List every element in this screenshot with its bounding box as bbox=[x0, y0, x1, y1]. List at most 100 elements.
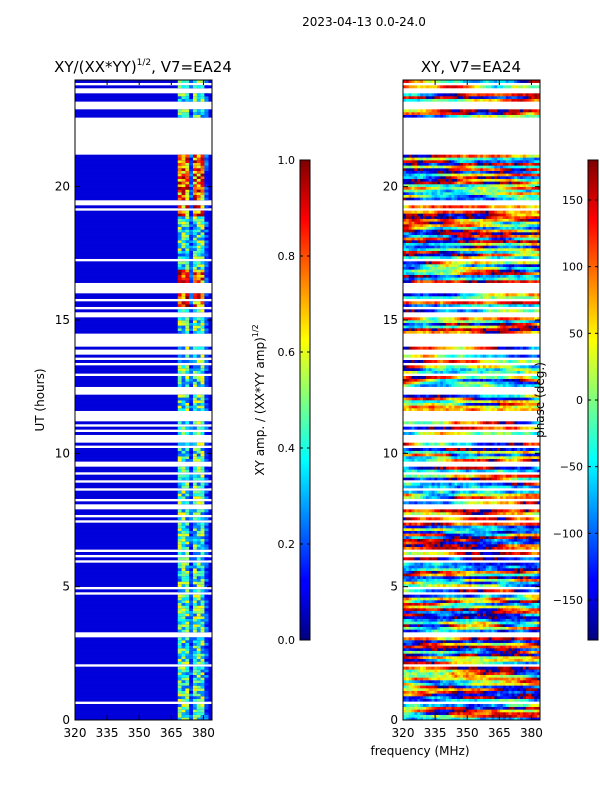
heatmap-cell bbox=[488, 517, 492, 521]
heatmap-cell bbox=[75, 322, 212, 326]
heatmap-cell bbox=[408, 613, 412, 617]
heatmap-cell bbox=[192, 712, 198, 715]
heatmap-cell bbox=[454, 602, 458, 606]
heatmap-cell bbox=[177, 677, 182, 681]
heatmap-cell bbox=[522, 709, 527, 713]
heatmap-cell bbox=[534, 493, 538, 497]
heatmap-cell bbox=[408, 666, 412, 670]
heatmap-cell bbox=[431, 573, 435, 577]
heatmap-cell bbox=[177, 674, 182, 678]
heatmap-cell bbox=[494, 600, 498, 603]
heatmap-cell bbox=[196, 576, 201, 579]
heatmap-cell bbox=[488, 496, 492, 499]
heatmap-cell bbox=[522, 544, 527, 547]
heatmap-cell bbox=[403, 581, 407, 585]
heatmap-cell bbox=[204, 109, 209, 113]
heatmap-cell bbox=[185, 266, 190, 270]
heatmap-cell bbox=[420, 525, 424, 529]
heatmap-cell bbox=[531, 658, 535, 662]
heatmap-cell bbox=[408, 584, 412, 587]
heatmap-cell bbox=[468, 570, 472, 574]
heatmap-cell bbox=[75, 325, 212, 329]
heatmap-cell bbox=[465, 608, 469, 611]
heatmap-cell bbox=[414, 674, 418, 678]
heatmap-cell bbox=[204, 709, 209, 713]
heatmap-cell bbox=[454, 576, 458, 579]
heatmap-cell bbox=[474, 706, 478, 710]
heatmap-cell bbox=[525, 650, 529, 654]
heatmap-cell bbox=[200, 272, 205, 275]
heatmap-cell bbox=[185, 365, 190, 369]
heatmap-cell bbox=[177, 160, 182, 163]
heatmap-cell bbox=[480, 696, 484, 699]
heatmap-cell bbox=[534, 581, 538, 585]
heatmap-cell bbox=[437, 605, 441, 609]
heatmap-cell bbox=[525, 690, 529, 694]
heatmap-cell bbox=[520, 682, 524, 686]
heatmap-cell bbox=[482, 717, 487, 721]
heatmap-cell bbox=[451, 597, 455, 601]
heatmap-cell bbox=[192, 160, 198, 163]
heatmap-cell bbox=[177, 600, 182, 603]
heatmap-cell bbox=[477, 522, 481, 526]
heatmap-cell bbox=[440, 693, 444, 697]
heatmap-cell bbox=[482, 680, 487, 683]
heatmap-cell bbox=[500, 648, 504, 651]
heatmap-cell bbox=[531, 714, 535, 718]
heatmap-cell bbox=[204, 650, 209, 654]
heatmap-cell bbox=[192, 661, 198, 665]
heatmap-cell bbox=[477, 645, 481, 649]
heatmap-cell bbox=[420, 608, 424, 611]
heatmap-cell bbox=[522, 637, 527, 641]
heatmap-cell bbox=[411, 685, 415, 689]
left-colorbar-bar bbox=[299, 159, 311, 641]
heatmap-cell bbox=[494, 717, 498, 721]
heatmap-cell bbox=[434, 581, 438, 585]
heatmap-cell bbox=[196, 354, 201, 358]
heatmap-cell bbox=[491, 557, 495, 561]
heatmap-cell bbox=[185, 189, 190, 193]
heatmap-cell bbox=[189, 93, 194, 97]
heatmap-cell bbox=[437, 712, 441, 715]
heatmap-cell bbox=[497, 562, 501, 566]
heatmap-cell bbox=[185, 658, 190, 662]
heatmap-cell bbox=[422, 512, 427, 515]
heatmap-cell bbox=[454, 589, 458, 593]
heatmap-cell bbox=[462, 552, 467, 555]
heatmap-cell bbox=[200, 453, 205, 457]
heatmap-cell bbox=[480, 493, 484, 497]
heatmap-cell bbox=[204, 637, 209, 641]
heatmap-cell bbox=[522, 680, 527, 683]
heatmap-cell bbox=[422, 656, 427, 659]
heatmap-cell bbox=[420, 613, 424, 617]
heatmap-cell bbox=[457, 602, 461, 606]
heatmap-cell bbox=[445, 602, 449, 606]
heatmap-cell bbox=[537, 650, 541, 654]
heatmap-cell bbox=[204, 517, 209, 521]
heatmap-cell bbox=[177, 621, 182, 625]
heatmap-cell bbox=[480, 693, 484, 697]
heatmap-cell bbox=[431, 496, 435, 499]
heatmap-cell bbox=[403, 565, 407, 569]
heatmap-cell bbox=[494, 565, 498, 569]
heatmap-cell bbox=[177, 322, 182, 326]
heatmap-cell bbox=[485, 706, 489, 710]
heatmap-cell bbox=[408, 688, 412, 691]
heatmap-cell bbox=[403, 696, 407, 699]
heatmap-cell bbox=[411, 656, 415, 659]
heatmap-cell bbox=[425, 661, 429, 665]
heatmap-cell bbox=[505, 613, 509, 617]
heatmap-cell bbox=[454, 584, 458, 587]
heatmap-cell bbox=[177, 608, 182, 611]
heatmap-cell bbox=[534, 605, 538, 609]
heatmap-cell bbox=[403, 672, 407, 675]
heatmap-cell bbox=[482, 600, 487, 603]
heatmap-cell bbox=[468, 680, 472, 683]
heatmap-cell bbox=[431, 509, 435, 513]
heatmap-cell bbox=[528, 714, 532, 718]
heatmap-cell bbox=[514, 509, 518, 513]
heatmap-cell bbox=[485, 584, 489, 587]
heatmap-cell bbox=[497, 682, 501, 686]
heatmap-cell bbox=[185, 466, 190, 470]
heatmap-cell bbox=[457, 605, 461, 609]
